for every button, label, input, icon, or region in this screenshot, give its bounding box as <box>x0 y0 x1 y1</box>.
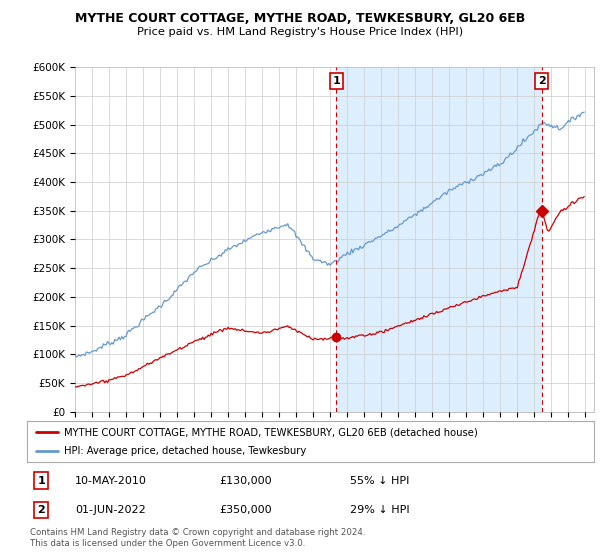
Text: 55% ↓ HPI: 55% ↓ HPI <box>350 475 410 486</box>
Text: 10-MAY-2010: 10-MAY-2010 <box>75 475 147 486</box>
Text: £350,000: £350,000 <box>220 505 272 515</box>
Text: £130,000: £130,000 <box>220 475 272 486</box>
Text: HPI: Average price, detached house, Tewkesbury: HPI: Average price, detached house, Tewk… <box>64 446 306 456</box>
Text: MYTHE COURT COTTAGE, MYTHE ROAD, TEWKESBURY, GL20 6EB (detached house): MYTHE COURT COTTAGE, MYTHE ROAD, TEWKESB… <box>64 427 478 437</box>
Text: Price paid vs. HM Land Registry's House Price Index (HPI): Price paid vs. HM Land Registry's House … <box>137 27 463 37</box>
Text: 2: 2 <box>37 505 45 515</box>
Text: Contains HM Land Registry data © Crown copyright and database right 2024.
This d: Contains HM Land Registry data © Crown c… <box>30 528 365 548</box>
Text: 01-JUN-2022: 01-JUN-2022 <box>75 505 146 515</box>
Text: 29% ↓ HPI: 29% ↓ HPI <box>350 505 410 515</box>
Text: MYTHE COURT COTTAGE, MYTHE ROAD, TEWKESBURY, GL20 6EB: MYTHE COURT COTTAGE, MYTHE ROAD, TEWKESB… <box>75 12 525 25</box>
Text: 1: 1 <box>332 76 340 86</box>
Bar <box>337 67 542 412</box>
Text: 2: 2 <box>538 76 545 86</box>
Text: 1: 1 <box>37 475 45 486</box>
